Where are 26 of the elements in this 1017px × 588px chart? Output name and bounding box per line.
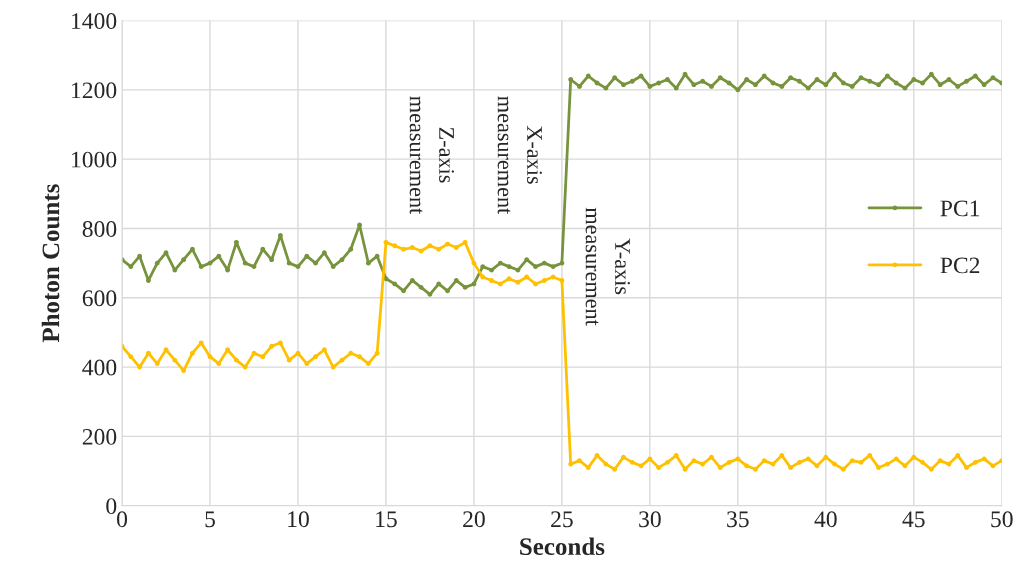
y-axis-title: Photon Counts — [41, 184, 60, 343]
annotation: Y-axis measurement — [585, 207, 630, 326]
annotation: X-axis measurement — [497, 96, 542, 215]
x-axis-title: Seconds — [520, 537, 605, 556]
y-tick-label: 400 — [82, 359, 117, 376]
y-tick-label: 800 — [82, 220, 117, 237]
x-tick-label: 40 — [814, 511, 837, 528]
x-tick-label: 10 — [288, 511, 309, 528]
legend-label: PC1 — [940, 200, 980, 217]
x-tick-label: 30 — [639, 511, 661, 528]
y-tick-label: 1200 — [72, 82, 117, 99]
x-tick-label: 5 — [205, 511, 215, 528]
x-tick-label: 25 — [551, 511, 573, 528]
y-tick-label: 1400 — [72, 13, 117, 29]
y-tick-label: 1000 — [72, 151, 117, 168]
x-tick-label: 35 — [727, 511, 749, 528]
legend-label: PC2 — [940, 257, 980, 274]
x-tick-label: 50 — [991, 511, 1013, 528]
y-tick-label: 200 — [82, 428, 117, 445]
annotation: Z-axis measurement — [409, 96, 455, 215]
x-tick-label: 20 — [463, 511, 485, 528]
y-tick-label: 600 — [82, 290, 117, 307]
x-tick-label: 15 — [376, 511, 397, 528]
x-tick-label: 0 — [117, 511, 128, 528]
y-tick-label: 0 — [106, 498, 117, 515]
x-tick-label: 45 — [902, 511, 925, 528]
